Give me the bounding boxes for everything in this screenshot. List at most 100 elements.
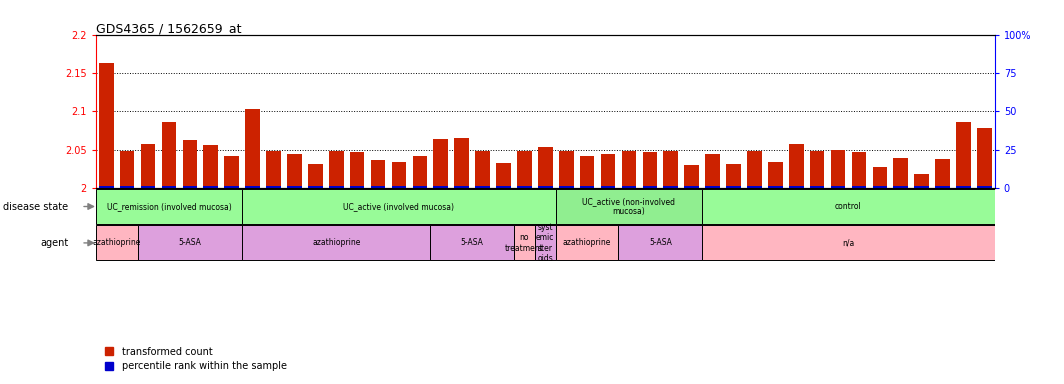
Bar: [601, 154, 615, 188]
Bar: [559, 185, 573, 188]
Bar: [225, 185, 239, 188]
Bar: [225, 156, 239, 188]
Bar: [538, 185, 552, 188]
Bar: [454, 138, 469, 188]
Bar: [935, 159, 950, 188]
Bar: [705, 185, 720, 188]
Text: azathioprine: azathioprine: [312, 238, 361, 247]
Bar: [726, 164, 741, 188]
Bar: [413, 156, 427, 188]
Bar: [705, 154, 720, 188]
Bar: [430, 225, 514, 260]
Bar: [914, 185, 929, 188]
Bar: [684, 165, 699, 188]
Text: syst
emic
ster
oids: syst emic ster oids: [536, 223, 554, 263]
Bar: [496, 185, 511, 188]
Bar: [266, 151, 281, 188]
Bar: [535, 225, 555, 260]
Bar: [894, 158, 908, 188]
Bar: [810, 185, 825, 188]
Bar: [99, 63, 114, 188]
Bar: [514, 225, 535, 260]
Bar: [664, 151, 678, 188]
Bar: [664, 185, 678, 188]
Bar: [559, 151, 573, 188]
Bar: [831, 185, 845, 188]
Bar: [329, 151, 344, 188]
Bar: [433, 139, 448, 188]
Bar: [894, 185, 908, 188]
Bar: [140, 144, 155, 188]
Text: no
treatment: no treatment: [505, 233, 544, 253]
Text: azathioprine: azathioprine: [563, 238, 612, 247]
Bar: [120, 185, 134, 188]
Bar: [140, 185, 155, 188]
Bar: [618, 225, 702, 260]
Bar: [788, 144, 803, 188]
Bar: [851, 152, 866, 188]
Text: UC_remission (involved mucosa): UC_remission (involved mucosa): [106, 202, 231, 211]
Bar: [538, 147, 552, 188]
Bar: [726, 185, 741, 188]
Bar: [162, 185, 177, 188]
Bar: [350, 152, 365, 188]
Text: azathioprine: azathioprine: [93, 238, 140, 247]
Bar: [914, 174, 929, 188]
Bar: [747, 151, 762, 188]
Bar: [643, 152, 658, 188]
Bar: [957, 185, 970, 188]
Bar: [747, 185, 762, 188]
Bar: [243, 189, 555, 224]
Bar: [413, 185, 427, 188]
Bar: [831, 150, 845, 188]
Bar: [580, 185, 595, 188]
Text: disease state: disease state: [3, 202, 68, 212]
Bar: [99, 185, 114, 188]
Bar: [935, 185, 950, 188]
Bar: [872, 167, 887, 188]
Text: n/a: n/a: [843, 238, 854, 247]
Bar: [476, 151, 489, 188]
Bar: [977, 185, 992, 188]
Bar: [243, 225, 430, 260]
Bar: [872, 185, 887, 188]
Bar: [433, 185, 448, 188]
Bar: [137, 225, 243, 260]
Bar: [307, 164, 322, 188]
Bar: [96, 189, 243, 224]
Text: 5-ASA: 5-ASA: [179, 238, 201, 247]
Bar: [580, 156, 595, 188]
Text: UC_active (involved mucosa): UC_active (involved mucosa): [344, 202, 454, 211]
Bar: [517, 185, 532, 188]
Bar: [702, 225, 995, 260]
Bar: [287, 185, 302, 188]
Bar: [496, 163, 511, 188]
Bar: [621, 185, 636, 188]
Bar: [370, 185, 385, 188]
Bar: [476, 185, 489, 188]
Bar: [601, 185, 615, 188]
Bar: [392, 162, 406, 188]
Bar: [287, 154, 302, 188]
Bar: [957, 122, 970, 188]
Bar: [851, 185, 866, 188]
Text: UC_active (non-involved
mucosa): UC_active (non-involved mucosa): [582, 197, 676, 216]
Bar: [555, 189, 702, 224]
Bar: [370, 160, 385, 188]
Bar: [266, 185, 281, 188]
Text: 5-ASA: 5-ASA: [461, 238, 483, 247]
Bar: [183, 185, 197, 188]
Text: GDS4365 / 1562659_at: GDS4365 / 1562659_at: [96, 22, 242, 35]
Bar: [96, 225, 137, 260]
Bar: [203, 145, 218, 188]
Bar: [329, 185, 344, 188]
Bar: [307, 185, 322, 188]
Bar: [246, 109, 260, 188]
Bar: [810, 151, 825, 188]
Bar: [246, 185, 260, 188]
Bar: [350, 185, 365, 188]
Bar: [621, 151, 636, 188]
Text: 5-ASA: 5-ASA: [649, 238, 671, 247]
Bar: [684, 185, 699, 188]
Text: agent: agent: [40, 238, 68, 248]
